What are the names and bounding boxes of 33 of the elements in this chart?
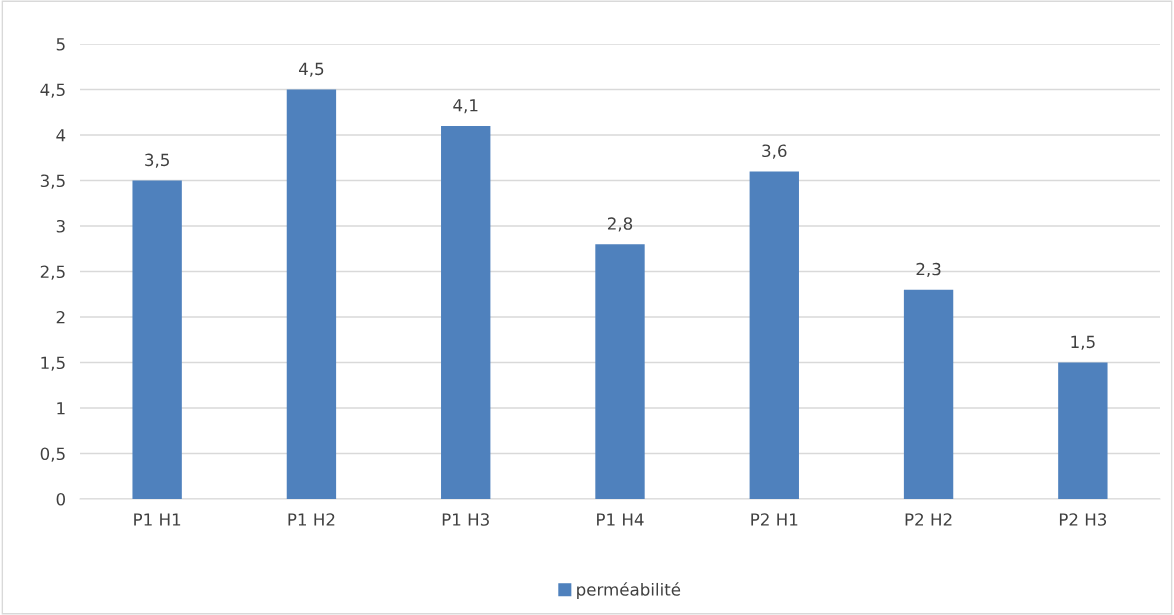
data-label: 2,8 [607, 217, 633, 232]
bar [749, 171, 799, 499]
y-tick-label: 4,5 [40, 83, 65, 98]
data-label: 1,5 [1071, 335, 1095, 350]
data-label: 4,5 [298, 62, 324, 77]
x-tick-label: P2 H2 [905, 513, 952, 526]
bar [441, 125, 491, 499]
x-tick-label: P1 H2 [288, 513, 335, 526]
y-tick-label: 1,5 [41, 356, 65, 371]
bar [132, 180, 182, 499]
bar [903, 289, 954, 499]
y-tick-label: 4 [56, 129, 66, 142]
legend-label: perméabilité [577, 582, 681, 600]
y-tick-label: 2,5 [40, 265, 65, 280]
bar [286, 89, 337, 499]
x-tick-label: P1 H1 [134, 513, 181, 526]
data-label: 3,5 [145, 153, 169, 168]
y-tick-label: 2 [56, 310, 65, 324]
y-tick-label: 0 [56, 492, 65, 506]
y-tick-label: 3 [56, 219, 65, 233]
bar [595, 244, 645, 499]
x-tick-label: P1 H3 [442, 513, 489, 526]
x-tick-label: P2 H3 [1059, 513, 1107, 526]
data-label: 2,3 [916, 262, 941, 278]
x-tick-label: P2 H1 [751, 513, 798, 526]
data-label: 3,6 [762, 144, 787, 159]
y-tick-label: 0,5 [40, 447, 65, 462]
y-tick-label: 1 [57, 402, 65, 415]
y-tick-label: 5 [56, 38, 65, 51]
x-tick-label: P1 H4 [597, 513, 644, 526]
data-label: 4,1 [453, 99, 478, 114]
y-tick-label: 3,5 [40, 174, 65, 189]
bar [1058, 362, 1108, 499]
